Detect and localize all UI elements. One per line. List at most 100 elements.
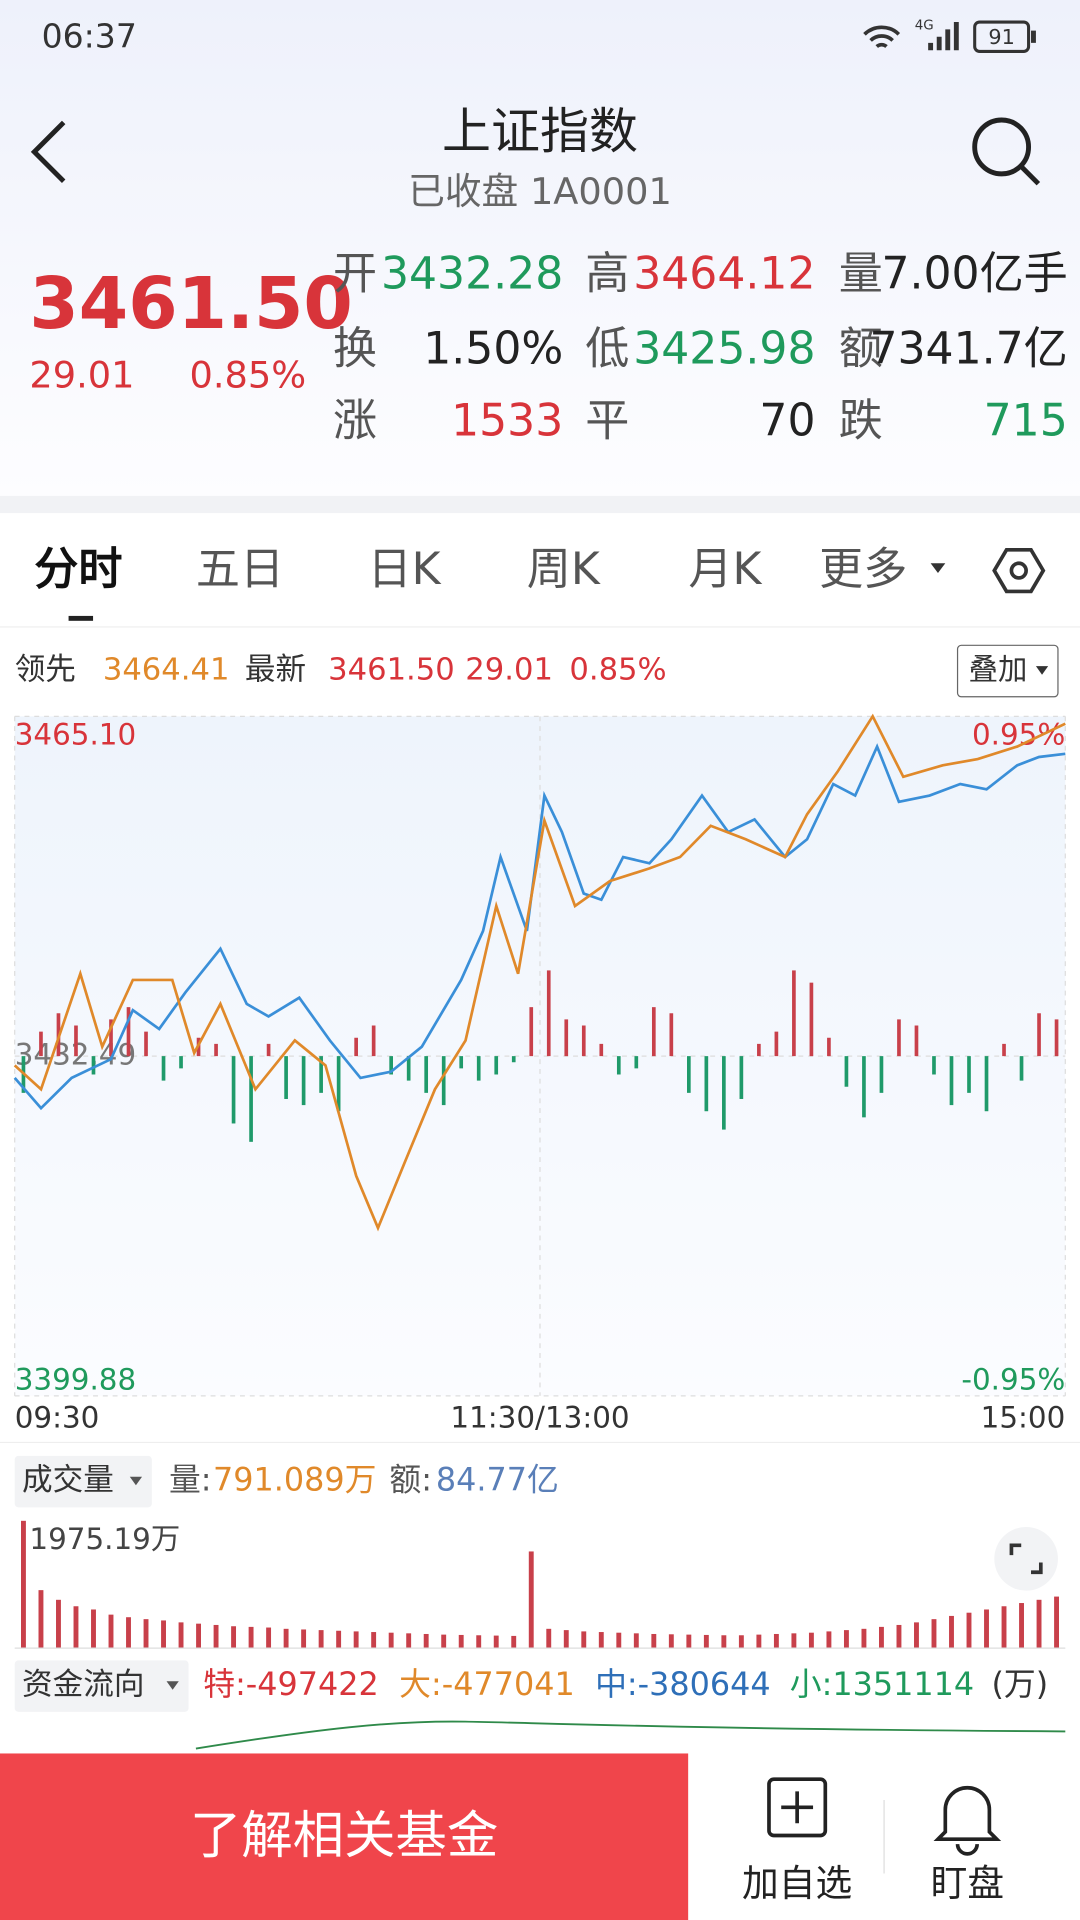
tab[interactable]: 月K <box>688 544 762 595</box>
tab[interactable]: 周K <box>527 544 601 595</box>
tab[interactable]: 五日 <box>196 544 284 595</box>
flow-bar <box>39 1031 43 1057</box>
back-button[interactable] <box>30 120 66 183</box>
flow-bar <box>109 1019 113 1057</box>
volume-bar <box>143 1619 149 1649</box>
volume-bar <box>213 1624 219 1649</box>
legend-item: 0.85% <box>569 653 666 688</box>
y-tick-label: 3399.88 <box>15 1363 136 1397</box>
volume-bar <box>353 1631 359 1649</box>
volume-summary-item: 84.77亿 <box>436 1461 559 1499</box>
volume-bar <box>406 1633 412 1649</box>
flow-bar <box>932 1056 936 1075</box>
volume-summary: 量: 791.089万 额: 84.77亿 <box>169 1461 559 1499</box>
volume-bar <box>668 1634 674 1649</box>
volume-bar <box>388 1632 394 1649</box>
flow-bar <box>389 1056 393 1075</box>
caret <box>166 1681 179 1690</box>
page-subtitle: 已收盘 1A0001 <box>408 170 672 213</box>
tab[interactable]: 分时 <box>34 544 122 595</box>
tab[interactable]: 日K <box>368 544 442 595</box>
battery-level: 91 <box>988 25 1014 49</box>
flow-bar <box>757 1043 761 1057</box>
tab[interactable]: 更多 <box>819 544 907 595</box>
flow-bar <box>336 1056 341 1112</box>
flow-bar <box>249 1056 253 1142</box>
stat-value: 70 <box>759 396 815 447</box>
flow-bar <box>266 1043 271 1057</box>
signal-icon <box>928 22 959 51</box>
volume-bar <box>651 1633 657 1649</box>
flow-unit: (万) <box>991 1665 1048 1703</box>
volume-bar <box>511 1635 517 1649</box>
volume-bar <box>984 1609 989 1649</box>
volume-bar <box>616 1632 622 1649</box>
volume-bar <box>773 1633 779 1649</box>
volume-title: 成交量 <box>22 1463 114 1498</box>
search-button[interactable] <box>972 117 1041 186</box>
fund-button[interactable] <box>0 1753 689 1920</box>
volume-bar <box>861 1628 867 1649</box>
stat-label: 额 <box>839 323 883 374</box>
volume-bar <box>301 1629 307 1649</box>
overlay-button[interactable]: 叠加 <box>956 644 1059 698</box>
stat-value: 7341.7亿 <box>869 323 1067 374</box>
flow-bar <box>144 1031 148 1057</box>
flow-bar <box>1002 1043 1006 1057</box>
volume-bar <box>914 1622 919 1649</box>
stat-value: 1533 <box>451 396 563 447</box>
flow-bar <box>669 1013 674 1057</box>
flow-bar <box>739 1056 744 1099</box>
stat-label: 低 <box>585 323 629 374</box>
flow-bar <box>179 1056 183 1069</box>
watchlist-button[interactable]: 加自选 <box>742 1777 852 1905</box>
volume-bar <box>196 1623 201 1649</box>
stat-label: 量 <box>839 249 883 300</box>
flow-bar <box>879 1056 884 1093</box>
volume-bar <box>1001 1606 1007 1649</box>
volume-bar <box>371 1632 377 1649</box>
stat-label: 平 <box>585 396 629 447</box>
volume-bar <box>808 1632 814 1649</box>
y-tick-label: 3465.10 <box>15 717 136 751</box>
expand-button[interactable] <box>994 1526 1058 1591</box>
stat-label: 换 <box>333 323 377 374</box>
stat-value: 7.00亿手 <box>881 249 1067 300</box>
volume-bar <box>826 1631 832 1649</box>
volume-bar <box>843 1630 849 1649</box>
flow-bar <box>284 1056 288 1099</box>
chart-settings-button[interactable] <box>992 547 1046 594</box>
volume-bar <box>581 1631 587 1649</box>
flow-bar <box>476 1056 481 1081</box>
flow-bar <box>984 1056 989 1112</box>
volume-bar <box>21 1520 26 1649</box>
stat-label: 涨 <box>333 396 377 447</box>
flow-bar <box>651 1007 656 1057</box>
flow-bar <box>529 1007 534 1057</box>
flow-bar <box>91 1056 96 1075</box>
flow-bar <box>722 1056 726 1130</box>
flow-bar <box>774 1031 779 1057</box>
flow-large: 大:-477041 <box>399 1665 575 1703</box>
volume-bar <box>721 1635 727 1649</box>
volume-bar <box>633 1633 639 1649</box>
flow-bar <box>74 1025 78 1057</box>
monitor-button[interactable]: 盯盘 <box>931 1785 1004 1905</box>
legend-item: 最新 <box>245 653 306 688</box>
monitor-label: 盯盘 <box>931 1862 1004 1905</box>
flow-bar <box>599 1043 604 1057</box>
flow-bar <box>214 1043 218 1057</box>
flow-selector[interactable] <box>14 1660 189 1712</box>
flow-bar <box>704 1056 709 1112</box>
volume-selector[interactable] <box>14 1455 152 1508</box>
flow-bar <box>862 1056 866 1118</box>
volume-bar <box>38 1590 44 1649</box>
flow-bar <box>319 1056 323 1093</box>
battery-tip <box>1031 30 1036 43</box>
stat-label: 开 <box>333 249 377 300</box>
flow-bar <box>616 1056 621 1075</box>
volume-bar <box>178 1622 184 1649</box>
flow-bar <box>967 1056 971 1093</box>
